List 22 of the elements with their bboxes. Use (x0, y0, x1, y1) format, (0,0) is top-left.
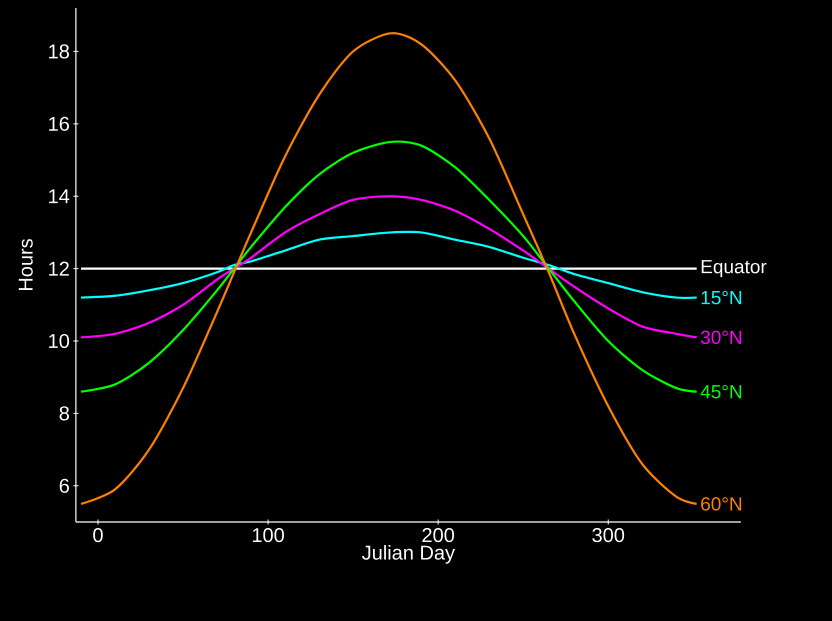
series-label: 60°N (701, 497, 742, 511)
line-series (80, 195, 698, 338)
series-label: Equator (702, 260, 766, 278)
y-tick-label: 16 (49, 116, 69, 131)
x-axis-title: Julian Day (362, 545, 456, 564)
series-label: 15°N (702, 290, 742, 304)
y-tick-label: 10 (49, 334, 70, 348)
line-series (80, 230, 698, 299)
y-axis-title: Hours (18, 239, 33, 290)
y-tick-label: 12 (49, 262, 69, 276)
x-tick-label: 200 (422, 528, 454, 542)
line-series (80, 140, 698, 393)
y-tick-label: 14 (49, 189, 70, 204)
series-label: 30°N (700, 330, 742, 344)
y-tick-label: 6 (60, 478, 69, 493)
series-label: 45°N (700, 384, 742, 398)
x-tick-label: 300 (592, 528, 624, 542)
x-tick-label: 0 (93, 528, 103, 542)
y-tick-label: 8 (60, 406, 69, 420)
y-tick-label: 18 (49, 44, 69, 59)
x-tick-label: 100 (252, 528, 284, 542)
line-series (80, 32, 698, 505)
